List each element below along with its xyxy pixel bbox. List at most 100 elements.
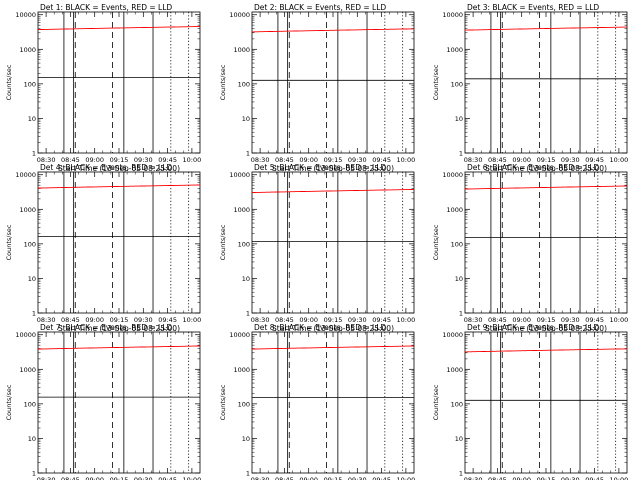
x-tick-label: 09:30 [134,316,153,324]
series-lld-line [252,345,414,350]
panel-title: Det 3: BLACK = Events, RED = LLD [467,3,599,12]
x-tick-label: 09:45 [585,156,604,164]
y-axis-label: Counts/sec [432,384,440,420]
y-tick-label: 100 [451,240,463,248]
x-tick-label: 08:30 [37,316,56,324]
y-tick-label: 1 [32,150,36,158]
y-tick-label: 10000 [229,331,250,339]
x-tick-label: 09:30 [134,156,153,164]
panel-title: Det 1: BLACK = Events, RED = LLD [40,3,172,12]
panel-title: Det 5: BLACK = Events, RED = LLD [254,163,386,172]
x-tick-label: 10:00 [183,476,202,480]
x-tick-label: 08:30 [251,156,270,164]
panel-det-4: Det 4: BLACK = Events, RED = LLD 1 10 100 10… [5,163,201,333]
x-tick-label: 08:30 [464,156,483,164]
x-tick-label: 08:30 [37,476,56,480]
x-axis-label: Start Time (13-Sep-05 08:25:00) [272,164,394,173]
y-tick-label: 100 [451,400,463,408]
x-tick-label: 09:30 [134,476,153,480]
x-tick-label: 09:45 [585,476,604,480]
y-tick-label: 10000 [442,331,463,339]
y-axis-label: Counts/sec [219,64,227,100]
x-tick-label: 09:30 [348,316,367,324]
x-axis-label: Start Time (13-Sep-05 08:25:00) [58,164,180,173]
x-tick-label: 09:00 [85,156,104,164]
panel-det-6: Det 6: BLACK = Events, RED = LLD 1 10 100 10… [432,163,628,333]
x-tick-label: 09:30 [348,156,367,164]
plot-frame [251,171,415,314]
y-tick-label: 1 [459,470,463,478]
y-tick-label: 100 [24,400,36,408]
y-tick-label: 1000 [233,46,250,54]
plot-frame [464,331,628,474]
x-tick-label: 10:00 [397,156,416,164]
y-axis-label: Counts/sec [5,64,13,100]
x-tick-label: 09:45 [158,476,177,480]
y-tick-label: 1000 [233,206,250,214]
x-tick-label: 09:15 [537,316,556,324]
y-tick-label: 10 [455,435,463,443]
x-tick-label: 09:00 [512,316,531,324]
x-tick-label: 09:00 [299,476,318,480]
panel-det-9: Det 9: BLACK = Events, RED = LLD 1 10 100 10… [432,323,628,480]
x-tick-label: 10:00 [610,156,629,164]
y-axis-label: Counts/sec [5,224,13,260]
x-tick-label: 09:45 [158,156,177,164]
series-lld-line [465,185,627,190]
y-tick-label: 1000 [233,366,250,374]
y-axis-label: Counts/sec [432,224,440,260]
x-tick-label: 09:45 [372,156,391,164]
x-tick-label: 10:00 [397,476,416,480]
y-tick-label: 1 [32,470,36,478]
x-tick-label: 08:45 [61,476,80,480]
series-lld-line [465,348,627,353]
plot-frame [251,331,415,474]
series-lld-line [38,184,200,189]
x-tick-label: 10:00 [183,156,202,164]
x-tick-label: 08:45 [488,316,507,324]
panel-det-7: Det 7: BLACK = Events, RED = LLD 1 10 100 10… [5,323,201,480]
y-axis-label: Counts/sec [219,224,227,260]
x-tick-label: 08:45 [275,156,294,164]
x-tick-label: 09:15 [537,476,556,480]
y-tick-label: 10000 [15,11,36,19]
plot-frame [37,171,201,314]
x-tick-label: 09:15 [324,156,343,164]
y-tick-label: 10000 [229,171,250,179]
y-tick-label: 10 [455,115,463,123]
y-tick-label: 1 [246,150,250,158]
y-tick-label: 1 [32,310,36,318]
panel-title: Det 9: BLACK = Events, RED = LLD [467,323,599,332]
series-lld-line [465,26,627,31]
plot-frame [251,11,415,154]
x-tick-label: 09:30 [348,476,367,480]
x-axis-label: Start Time (13-Sep-05 08:25:00) [485,164,607,173]
panel-det-5: Det 5: BLACK = Events, RED = LLD 1 10 100 10… [219,163,415,333]
y-tick-label: 1000 [446,206,463,214]
x-tick-label: 09:15 [324,476,343,480]
x-tick-label: 10:00 [610,476,629,480]
y-tick-label: 10 [455,275,463,283]
x-tick-label: 09:45 [158,316,177,324]
x-tick-label: 08:45 [488,156,507,164]
x-tick-label: 09:45 [372,316,391,324]
y-tick-label: 1000 [19,206,36,214]
panel-title: Det 2: BLACK = Events, RED = LLD [254,3,386,12]
y-tick-label: 10000 [442,11,463,19]
panel-title: Det 4: BLACK = Events, RED = LLD [40,163,172,172]
y-tick-label: 1000 [446,366,463,374]
y-tick-label: 10000 [15,171,36,179]
plot-frame [464,171,628,314]
x-tick-label: 08:45 [275,476,294,480]
x-tick-label: 09:00 [512,476,531,480]
y-tick-label: 100 [451,80,463,88]
y-tick-label: 100 [238,80,250,88]
x-tick-label: 08:30 [37,156,56,164]
y-tick-label: 10 [242,115,250,123]
x-tick-label: 08:30 [464,476,483,480]
y-tick-label: 1 [459,310,463,318]
x-tick-label: 08:45 [488,476,507,480]
panel-det-8: Det 8: BLACK = Events, RED = LLD 1 10 100 10… [219,323,415,480]
x-tick-label: 10:00 [183,316,202,324]
